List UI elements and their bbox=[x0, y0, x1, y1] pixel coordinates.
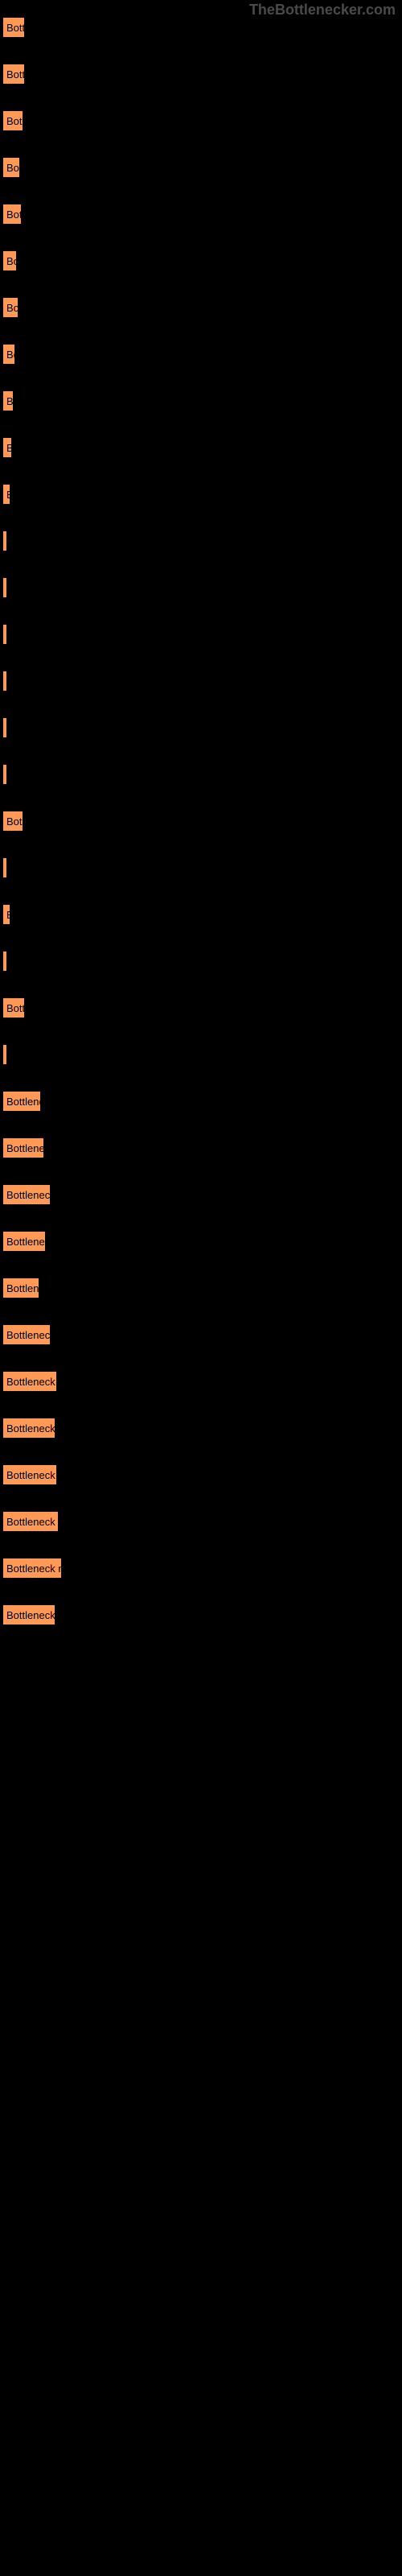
bar: Bottlene bbox=[2, 1277, 40, 1299]
bar-row: Bottleneck re bbox=[2, 1417, 400, 1439]
bar-row bbox=[2, 1043, 400, 1066]
bar-row bbox=[2, 716, 400, 739]
bar: Bottleneck re bbox=[2, 1417, 56, 1439]
bar-row: Bottleneck rest bbox=[2, 1510, 400, 1533]
bar-row: Bottleneck bbox=[2, 1230, 400, 1253]
bar: Bot bbox=[2, 109, 24, 132]
bar-row: Bott bbox=[2, 997, 400, 1019]
bar: B bbox=[2, 483, 11, 506]
bar: Bottleneck rest bbox=[2, 1510, 59, 1533]
bar: Bot bbox=[2, 203, 23, 225]
bar-row: Bottl bbox=[2, 16, 400, 39]
bar: Bot bbox=[2, 810, 24, 832]
bar: Bottleneck r bbox=[2, 1183, 51, 1206]
bar-row: Bottlenec bbox=[2, 1090, 400, 1113]
bar-row: Bottleneck res bbox=[2, 1463, 400, 1486]
bar bbox=[2, 623, 8, 646]
bar: Bottleneck resu bbox=[2, 1557, 63, 1579]
bar: Bottl bbox=[2, 16, 26, 39]
bar: Bo bbox=[2, 390, 14, 412]
bar-row bbox=[2, 950, 400, 972]
bar-row bbox=[2, 763, 400, 786]
bar-row bbox=[2, 857, 400, 879]
bar-row: Bo bbox=[2, 436, 400, 459]
bar-row: Bottleneck r bbox=[2, 1323, 400, 1346]
bar-row: Bo bbox=[2, 156, 400, 179]
bar-row bbox=[2, 530, 400, 552]
bar: Bottleneck r bbox=[2, 1323, 51, 1346]
bar-row: Bot bbox=[2, 109, 400, 132]
bar-row: B bbox=[2, 903, 400, 926]
bar bbox=[2, 576, 8, 599]
bar-row: Bottleneck resu bbox=[2, 1557, 400, 1579]
bar: Bo bbox=[2, 250, 18, 272]
bar-row: Bottleneck res bbox=[2, 1370, 400, 1393]
bar-row: Bot bbox=[2, 810, 400, 832]
bar: Bo bbox=[2, 296, 19, 319]
bar-row: Bottleneck r bbox=[2, 1183, 400, 1206]
bar-row: Bottleneck re bbox=[2, 1604, 400, 1626]
bar-row: Bo bbox=[2, 390, 400, 412]
bar-row: Bo bbox=[2, 343, 400, 365]
bar-row bbox=[2, 670, 400, 692]
bar bbox=[2, 857, 8, 879]
bar: Bott bbox=[2, 63, 26, 85]
bar: Bo bbox=[2, 436, 13, 459]
bar bbox=[2, 1043, 8, 1066]
bar: Bo bbox=[2, 156, 21, 179]
bar bbox=[2, 763, 8, 786]
bar-row: Bo bbox=[2, 250, 400, 272]
bar: Bottlenec bbox=[2, 1090, 42, 1113]
bar-chart: Bottl Bott Bot Bo Bot Bo Bo Bo Bo Bo B Bot B Bott Bott… bbox=[0, 0, 402, 1658]
bar bbox=[2, 670, 8, 692]
bar bbox=[2, 716, 8, 739]
bar-row: B bbox=[2, 483, 400, 506]
watermark-text: TheBottlenecker.com bbox=[249, 2, 396, 19]
bar-row: Bott bbox=[2, 63, 400, 85]
bar: Bottleneck re bbox=[2, 1604, 56, 1626]
bar: Bott bbox=[2, 997, 26, 1019]
bar-row: Bottleneck bbox=[2, 1137, 400, 1159]
bar bbox=[2, 530, 8, 552]
bar: Bottleneck bbox=[2, 1230, 47, 1253]
bar-row: Bot bbox=[2, 203, 400, 225]
bar: Bottleneck bbox=[2, 1137, 45, 1159]
bar: Bottleneck res bbox=[2, 1463, 58, 1486]
bar-row: Bottlene bbox=[2, 1277, 400, 1299]
bar-row bbox=[2, 576, 400, 599]
bar bbox=[2, 950, 8, 972]
bar: Bottleneck res bbox=[2, 1370, 58, 1393]
bar-row bbox=[2, 623, 400, 646]
bar: Bo bbox=[2, 343, 16, 365]
bar: B bbox=[2, 903, 11, 926]
bar-row: Bo bbox=[2, 296, 400, 319]
